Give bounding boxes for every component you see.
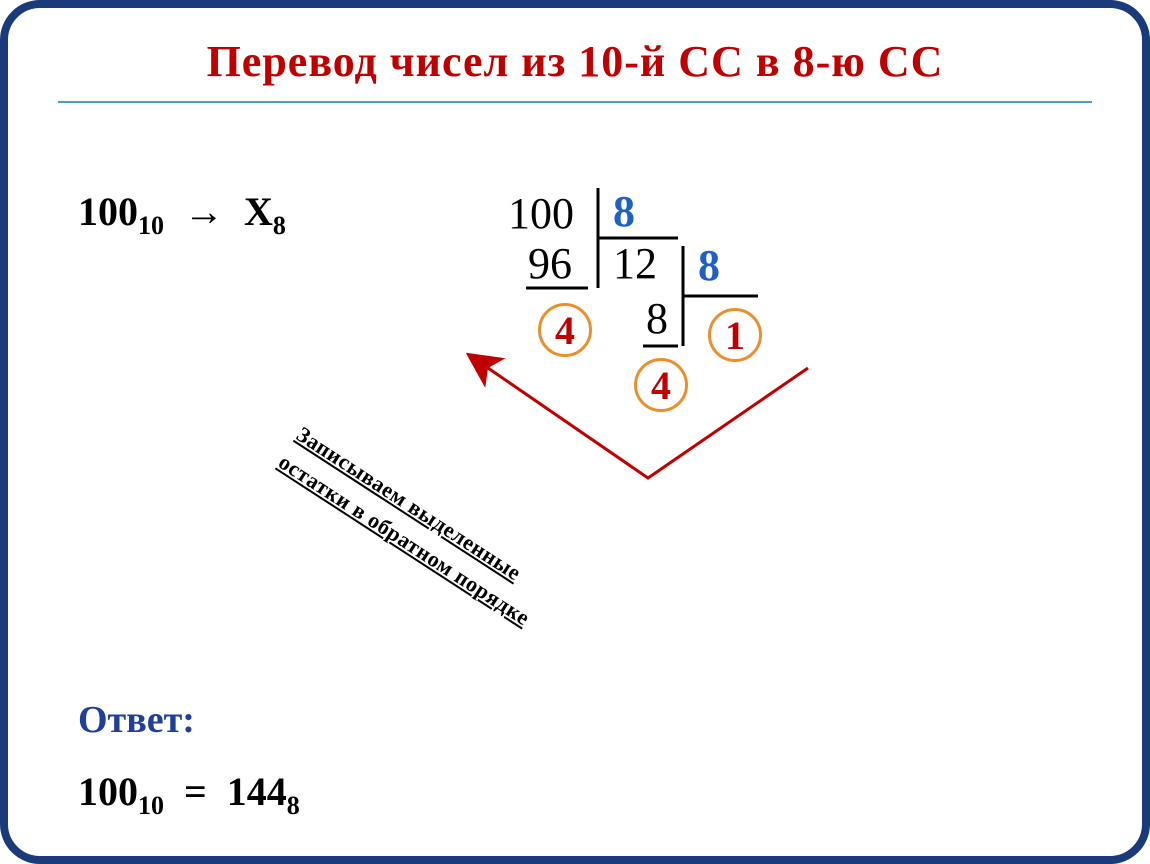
slide-frame: Перевод чисел из 10-й СС в 8-ю СС 10010 … <box>0 0 1150 864</box>
answer-from: 100 <box>78 769 138 814</box>
answer-from-base: 10 <box>138 791 164 820</box>
answer-to: 144 <box>227 769 287 814</box>
answer-to-base: 8 <box>287 791 300 820</box>
answer-label: Ответ: <box>78 698 195 742</box>
answer-eq: = <box>184 769 207 814</box>
answer-value: 10010 = 1448 <box>78 768 300 821</box>
